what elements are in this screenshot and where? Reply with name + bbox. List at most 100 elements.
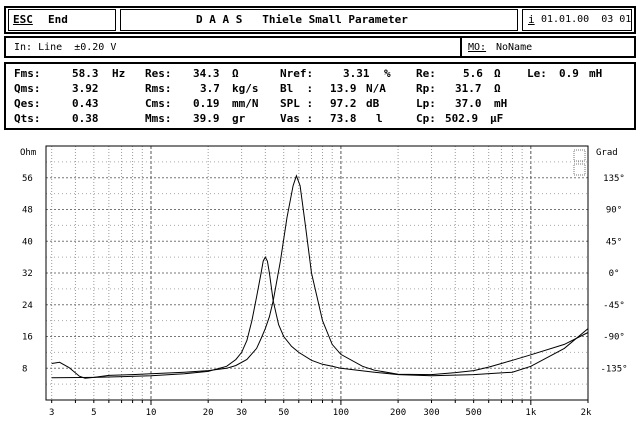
y-tick-label: 56 <box>22 174 33 184</box>
phase-tick-label: 135° <box>603 174 625 184</box>
param-re-unit: Ω <box>494 67 501 80</box>
param-cp-value: 502.9 <box>445 112 479 125</box>
phase-tick-label: -45° <box>603 301 625 311</box>
x-tick-label: 200 <box>390 408 406 418</box>
input-divider <box>460 38 462 56</box>
esc-key[interactable]: ESC <box>13 13 33 26</box>
x-tick-label: 2k <box>581 408 592 418</box>
param-cms-value: 0.19 <box>193 97 220 110</box>
param-bl-value: 13.9 <box>330 82 357 95</box>
x-tick-label: 100 <box>333 408 349 418</box>
param-mms-unit: gr <box>232 112 246 125</box>
plot-frame <box>45 145 589 401</box>
legend-mark-2 <box>573 163 586 176</box>
param-cms-label: Cms: <box>145 97 172 110</box>
param-fms-label: Fms: <box>14 67 41 80</box>
param-nref-label: Nref: <box>280 67 314 80</box>
param-fms-unit: Hz <box>112 67 126 80</box>
phase-tick-label: -135° <box>600 364 627 374</box>
param-vas-label: Vas : <box>280 112 314 125</box>
param-le-value: 0.9 <box>559 67 579 80</box>
y-tick-label: 48 <box>22 206 33 216</box>
impedance-chart: Ohm Grad 8 16 24 32 40 48 56 135° 90° 45° 0° -45° -… <box>20 145 628 418</box>
param-vas-unit: l <box>376 112 383 125</box>
chart-grid <box>46 146 589 405</box>
x-tick-label: 20 <box>203 408 214 418</box>
param-rp-unit: Ω <box>494 82 501 95</box>
param-rms-value: 3.7 <box>200 82 220 95</box>
page-title: D A A S Thiele Small Parameter <box>196 13 408 26</box>
input-bar <box>4 36 636 58</box>
param-fms-value: 58.3 <box>72 67 99 80</box>
input-level: In: Line ±0.20 V <box>14 42 117 53</box>
phase-tick-label: 45° <box>606 237 622 247</box>
x-tick-label: 3 <box>49 408 54 418</box>
date-key[interactable]: i <box>528 13 535 26</box>
param-lp-unit: mH <box>494 97 508 110</box>
x-tick-label: 10 <box>146 408 157 418</box>
phase-tick-label: 90° <box>606 206 622 216</box>
parameter-panel <box>4 62 636 130</box>
right-axis-title: Grad <box>596 148 618 158</box>
param-qms-value: 3.92 <box>72 82 99 95</box>
param-qes-value: 0.43 <box>72 97 99 110</box>
x-tick-label: 300 <box>423 408 439 418</box>
x-tick-label: 50 <box>278 408 289 418</box>
param-res-label: Res: <box>145 67 172 80</box>
chart-series <box>51 174 589 379</box>
param-le-label: Le: <box>527 67 547 80</box>
param-res-value: 34.3 <box>193 67 220 80</box>
y-tick-label: 32 <box>22 269 33 279</box>
x-tick-label: 1k <box>525 408 536 418</box>
param-qts-label: Qts: <box>14 112 41 125</box>
y-tick-label: 40 <box>22 237 33 247</box>
param-mms-value: 39.9 <box>193 112 220 125</box>
mo-value: NoName <box>496 42 533 53</box>
param-mms-label: Mms: <box>145 112 172 125</box>
param-rms-unit: kg/s <box>232 82 259 95</box>
phase-tick-label: 0° <box>609 269 620 279</box>
y-tick-label: 24 <box>22 301 33 311</box>
param-bl-unit: N/A <box>366 82 386 95</box>
param-spl-value: 97.2 <box>330 97 357 110</box>
series-line-2 <box>51 256 589 379</box>
param-lp-label: Lp: <box>416 97 436 110</box>
param-cp-unit: μF <box>490 112 504 125</box>
series-line-1 <box>51 174 589 379</box>
x-tick-label: 30 <box>236 408 247 418</box>
param-bl-label: Bl : <box>280 82 314 95</box>
param-rp-value: 31.7 <box>455 82 482 95</box>
param-re-value: 5.6 <box>463 67 483 80</box>
y-tick-label: 8 <box>22 364 27 374</box>
param-qes-label: Qes: <box>14 97 41 110</box>
phase-tick-labels: 135° 90° 45° 0° -45° -90° -135° <box>600 174 627 375</box>
param-cp-label: Cp: <box>416 112 436 125</box>
param-nref-value: 3.31 <box>343 67 370 80</box>
mo-key[interactable]: MO: <box>468 42 487 53</box>
param-lp-value: 37.0 <box>455 97 482 110</box>
legend-marks <box>573 149 586 176</box>
datetime: 01.01.00 03 01 <box>541 14 632 25</box>
left-axis-title: Ohm <box>20 148 36 158</box>
phase-tick-label: -90° <box>603 333 625 343</box>
param-spl-unit: dB <box>366 97 380 110</box>
y-tick-label: 16 <box>22 333 33 343</box>
x-tick-label: 500 <box>466 408 482 418</box>
title-box <box>120 9 518 31</box>
param-rp-label: Rp: <box>416 82 436 95</box>
param-res-unit: Ω <box>232 67 239 80</box>
esc-label[interactable]: End <box>48 13 68 26</box>
param-nref-unit: % <box>384 67 391 80</box>
esc-box[interactable] <box>8 9 116 31</box>
param-qts-value: 0.38 <box>72 112 99 125</box>
legend-mark-1 <box>573 149 586 162</box>
param-qms-label: Qms: <box>14 82 41 95</box>
param-vas-value: 73.8 <box>330 112 357 125</box>
param-cms-unit: mm/N <box>232 97 259 110</box>
x-tick-label: 5 <box>91 408 96 418</box>
param-re-label: Re: <box>416 67 436 80</box>
datetime-box <box>522 9 632 31</box>
y-tick-labels: 8 16 24 32 40 48 56 <box>22 174 33 375</box>
param-rms-label: Rms: <box>145 82 172 95</box>
param-spl-label: SPL : <box>280 97 314 110</box>
